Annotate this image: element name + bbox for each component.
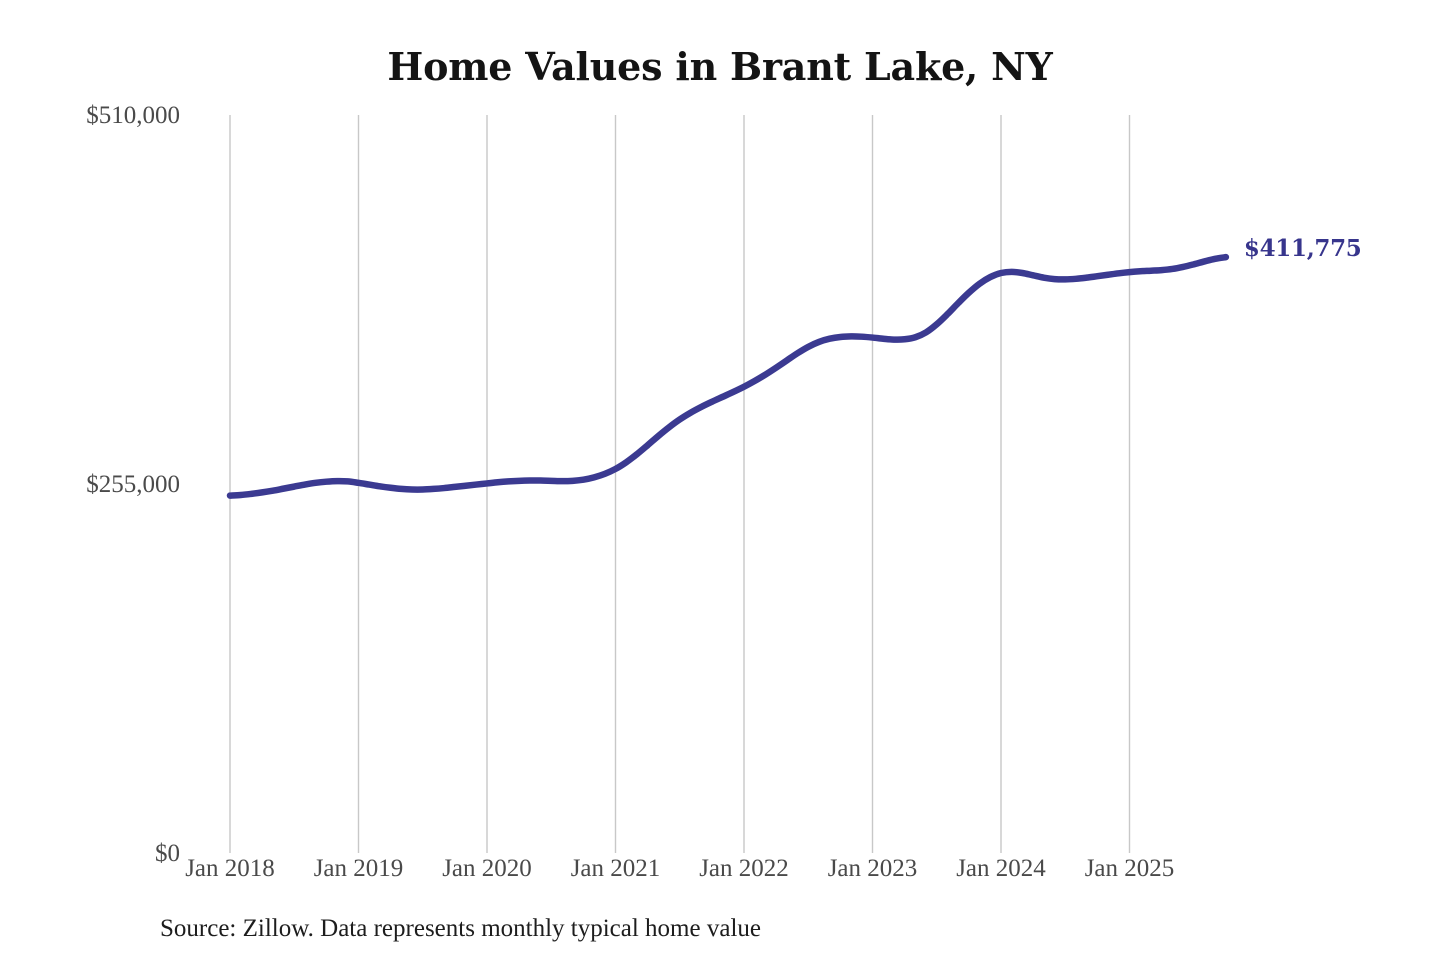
home-value-line: [226, 253, 1230, 499]
x-axis-tick-jan-2020: Jan 2020: [442, 855, 532, 882]
x-axis-tick-jan-2023: Jan 2023: [827, 855, 918, 882]
y-axis-tick-mid: $255,000: [86, 471, 180, 498]
x-axis-tick-jan-2018: Jan 2018: [185, 855, 275, 882]
x-axis-tick-jan-2024: Jan 2024: [956, 855, 1046, 882]
y-axis-tick-max: $510,000: [86, 102, 180, 129]
chart-title: Home Values in Brant Lake, NY: [387, 44, 1053, 89]
x-axis-tick-jan-2019: Jan 2019: [313, 855, 404, 882]
source-note: Source: Zillow. Data represents monthly …: [160, 915, 761, 942]
x-axis-tick-jan-2025: Jan 2025: [1084, 855, 1175, 882]
end-point-value-label: $411,775: [1243, 235, 1362, 263]
x-axis-tick-jan-2022: Jan 2022: [699, 855, 789, 882]
x-axis-tick-jan-2021: Jan 2021: [570, 855, 661, 882]
y-axis-tick-zero: $0: [155, 840, 180, 867]
